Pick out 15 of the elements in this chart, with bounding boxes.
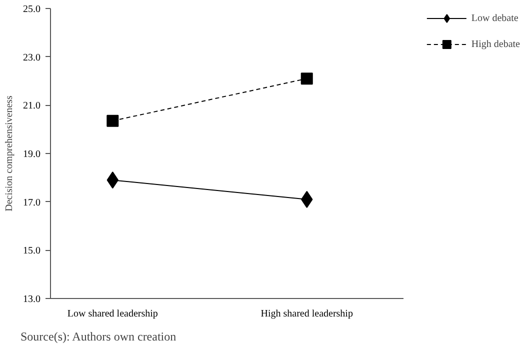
legend-label: Low debate xyxy=(471,12,518,24)
y-tick-label: 25.0 xyxy=(23,4,40,15)
y-axis-title: Decision comprehensiveness xyxy=(4,95,15,212)
y-tick-label: 19.0 xyxy=(23,149,40,160)
point xyxy=(300,72,313,85)
x-tick-label: Low shared leadership xyxy=(67,308,158,320)
y-tick-label: 17.0 xyxy=(23,197,40,208)
source-note: Source(s): Authors own creation xyxy=(20,330,176,344)
y-tick-label: 21.0 xyxy=(23,100,40,112)
point xyxy=(106,114,119,127)
x-tick-label: High shared leadership xyxy=(260,308,353,320)
y-tick-label: 23.0 xyxy=(23,52,40,64)
y-tick-label: 15.0 xyxy=(23,246,40,257)
y-tick-label: 13.0 xyxy=(23,294,40,305)
legend-label: High debate xyxy=(471,38,520,50)
